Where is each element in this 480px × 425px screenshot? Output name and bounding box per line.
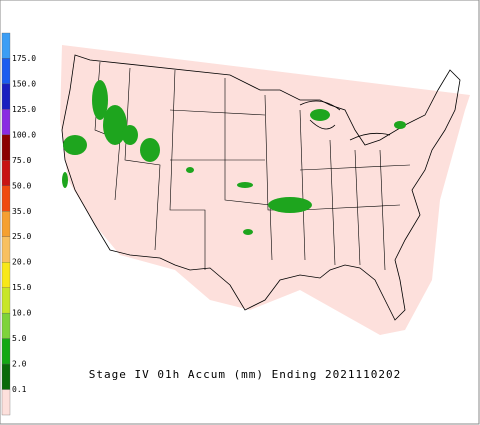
- state-lines: [94, 61, 411, 271]
- coverage-area: [60, 45, 470, 335]
- legend-label: 25.0: [12, 232, 31, 241]
- color-legend: 175.0 150.0 125.0 100.0 75.0 50.0 35.0 25.0 20.0…: [1, 32, 36, 416]
- legend-swatch: [1, 58, 11, 85]
- legend-swatch: [1, 160, 11, 186]
- legend-label: 20.0: [12, 258, 31, 267]
- legend-swatch: [1, 32, 11, 59]
- legend-label: 125.0: [12, 105, 36, 114]
- legend-swatch: [1, 338, 11, 365]
- legend-label: 5.0: [12, 334, 27, 343]
- legend-swatch: [1, 134, 11, 161]
- legend-label: 50.0: [12, 181, 31, 190]
- legend-label: 10.0: [12, 309, 31, 318]
- legend-swatch: [1, 211, 11, 237]
- legend-swatch: [1, 109, 11, 136]
- legend-label: 100.0: [12, 130, 36, 139]
- legend-swatch: [1, 389, 11, 416]
- legend-label: 75.0: [12, 156, 31, 165]
- legend-swatch: [1, 312, 11, 339]
- legend-swatch: [1, 236, 11, 263]
- legend-label: 0.1: [12, 385, 27, 394]
- great-lakes: [299, 100, 391, 141]
- legend-swatch: [1, 262, 11, 288]
- legend-swatch: [1, 363, 11, 390]
- map-title: Stage IV 01h Accum (mm) Ending 202111020…: [89, 368, 402, 381]
- legend-swatch: [1, 185, 11, 212]
- us-outline: [61, 54, 461, 321]
- legend-label: 35.0: [12, 207, 31, 216]
- legend-label: 2.0: [12, 360, 27, 369]
- legend-swatch: [1, 83, 11, 110]
- precip-areas: [62, 80, 406, 235]
- legend-label: 150.0: [12, 79, 36, 88]
- legend-label: 15.0: [12, 283, 31, 292]
- legend-label: 175.0: [12, 54, 36, 63]
- legend-swatch: [1, 287, 11, 314]
